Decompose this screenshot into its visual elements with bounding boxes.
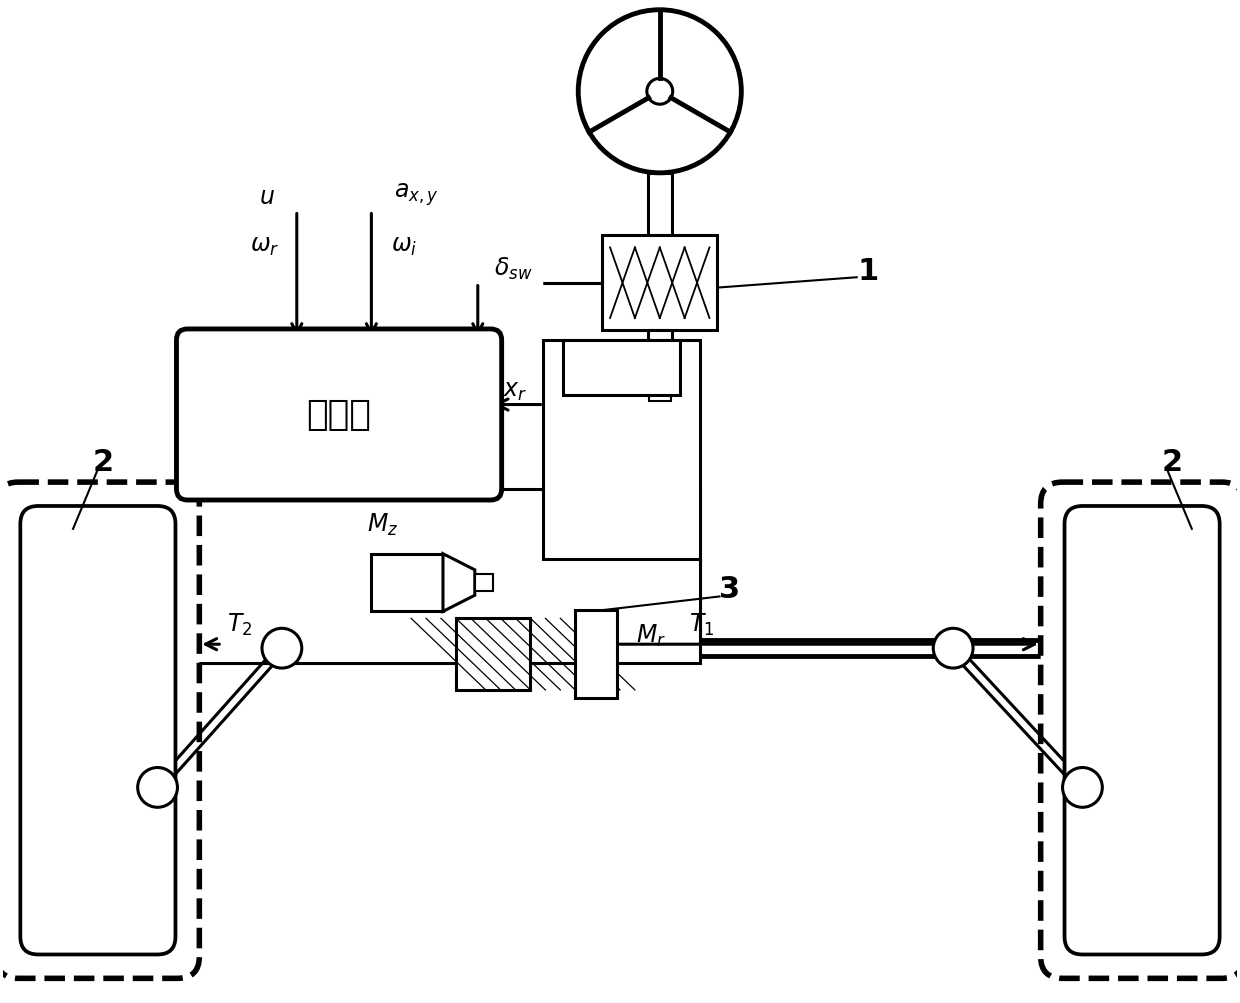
Bar xyxy=(575,611,618,698)
Text: 3: 3 xyxy=(719,575,740,604)
Text: $T_2$: $T_2$ xyxy=(227,612,253,638)
Bar xyxy=(603,237,718,331)
Bar xyxy=(372,554,443,612)
Text: 2: 2 xyxy=(92,447,113,476)
FancyBboxPatch shape xyxy=(1040,482,1240,978)
Bar xyxy=(649,383,671,401)
Circle shape xyxy=(262,629,301,668)
FancyBboxPatch shape xyxy=(20,507,176,955)
Polygon shape xyxy=(637,366,682,418)
Bar xyxy=(456,619,531,690)
Text: $M_r$: $M_r$ xyxy=(636,623,666,649)
Bar xyxy=(563,341,680,395)
Text: $M_z$: $M_z$ xyxy=(367,512,399,538)
Text: $\delta_{sw}$: $\delta_{sw}$ xyxy=(495,256,533,282)
FancyBboxPatch shape xyxy=(0,482,200,978)
FancyBboxPatch shape xyxy=(1064,507,1220,955)
Bar xyxy=(187,489,699,663)
Bar xyxy=(475,575,492,592)
FancyBboxPatch shape xyxy=(176,330,502,500)
Circle shape xyxy=(1063,767,1102,807)
Text: $a_{x,y}$: $a_{x,y}$ xyxy=(394,182,439,208)
Text: 控制器: 控制器 xyxy=(306,398,372,432)
Text: $u$: $u$ xyxy=(259,185,275,209)
Text: 1: 1 xyxy=(858,257,879,286)
Text: 2: 2 xyxy=(1162,447,1183,476)
Text: $x_r$: $x_r$ xyxy=(503,378,528,402)
Bar xyxy=(543,341,699,559)
Bar xyxy=(647,331,672,372)
Bar xyxy=(647,174,672,237)
Text: $T_1$: $T_1$ xyxy=(689,612,714,638)
Text: $\omega_r$: $\omega_r$ xyxy=(250,234,280,258)
Circle shape xyxy=(138,767,177,807)
Bar xyxy=(651,418,668,445)
Text: $\omega_i$: $\omega_i$ xyxy=(391,234,418,258)
Circle shape xyxy=(934,629,973,668)
Polygon shape xyxy=(443,554,475,612)
